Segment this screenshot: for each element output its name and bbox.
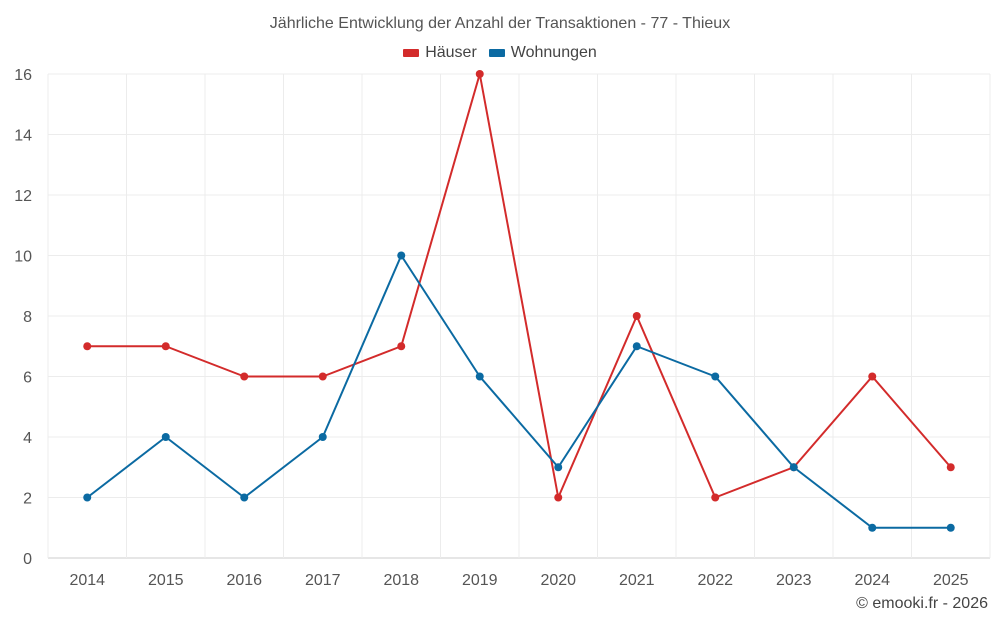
y-tick-label: 16: [14, 67, 32, 84]
data-point-1-2: [240, 493, 249, 502]
x-tick-label: 2024: [854, 572, 890, 589]
legend: Häuser Wohnungen: [0, 44, 1000, 62]
data-point-1-7: [632, 342, 641, 351]
legend-swatch-haeuser: [403, 49, 420, 57]
y-tick-label: 2: [23, 491, 32, 508]
data-point-0-6: [554, 493, 563, 502]
x-tick-label: 2023: [776, 572, 812, 589]
data-point-0-7: [632, 312, 641, 320]
data-point-1-9: [789, 463, 798, 472]
x-tick-label: 2015: [148, 572, 184, 589]
data-point-1-4: [397, 251, 406, 260]
data-point-1-8: [711, 372, 720, 381]
data-point-1-1: [161, 433, 170, 441]
x-tick-label: 2014: [69, 572, 105, 589]
data-point-1-6: [554, 463, 563, 472]
data-point-0-8: [711, 493, 720, 502]
x-tick-label: 2021: [619, 572, 655, 589]
x-tick-label: 2020: [540, 572, 576, 589]
legend-label-wohnungen: Wohnungen: [510, 44, 597, 61]
x-tick-label: 2025: [933, 572, 969, 589]
legend-label-haeuser: Häuser: [425, 44, 477, 61]
data-point-1-0: [83, 493, 92, 502]
x-tick-label: 2022: [697, 572, 733, 589]
data-point-1-10: [868, 523, 877, 532]
data-point-0-4: [397, 342, 406, 351]
legend-swatch-wohnungen: [488, 49, 505, 57]
y-tick-label: 12: [14, 188, 32, 205]
data-point-0-3: [318, 372, 327, 381]
legend-item-haeuser[interactable]: Häuser: [403, 44, 477, 62]
x-tick-label: 2017: [305, 572, 341, 589]
data-point-1-5: [475, 372, 484, 381]
x-tick-label: 2019: [462, 572, 498, 589]
y-tick-label: 8: [23, 309, 32, 326]
data-point-1-3: [318, 433, 327, 441]
x-tick-label: 2016: [226, 572, 262, 589]
data-point-0-0: [83, 342, 92, 351]
y-tick-label: 6: [23, 370, 32, 387]
y-tick-label: 0: [23, 551, 32, 568]
y-tick-label: 10: [14, 249, 32, 266]
series-line-0: [87, 73, 952, 499]
chart-title: Jährliche Entwicklung der Anzahl der Tra…: [269, 15, 731, 32]
x-tick-label: 2018: [383, 572, 419, 589]
credit-text: © emooki.fr - 2026: [856, 595, 988, 612]
data-point-0-1: [161, 342, 170, 351]
legend-item-wohnungen[interactable]: Wohnungen: [488, 44, 597, 62]
data-point-0-5: [475, 70, 484, 78]
y-tick-label: 4: [23, 430, 32, 447]
data-point-0-2: [240, 372, 249, 381]
data-point-0-11: [946, 463, 955, 472]
data-point-1-11: [946, 523, 955, 532]
series-line-1: [86, 254, 951, 529]
data-point-0-10: [868, 372, 877, 381]
y-tick-label: 14: [14, 128, 32, 145]
